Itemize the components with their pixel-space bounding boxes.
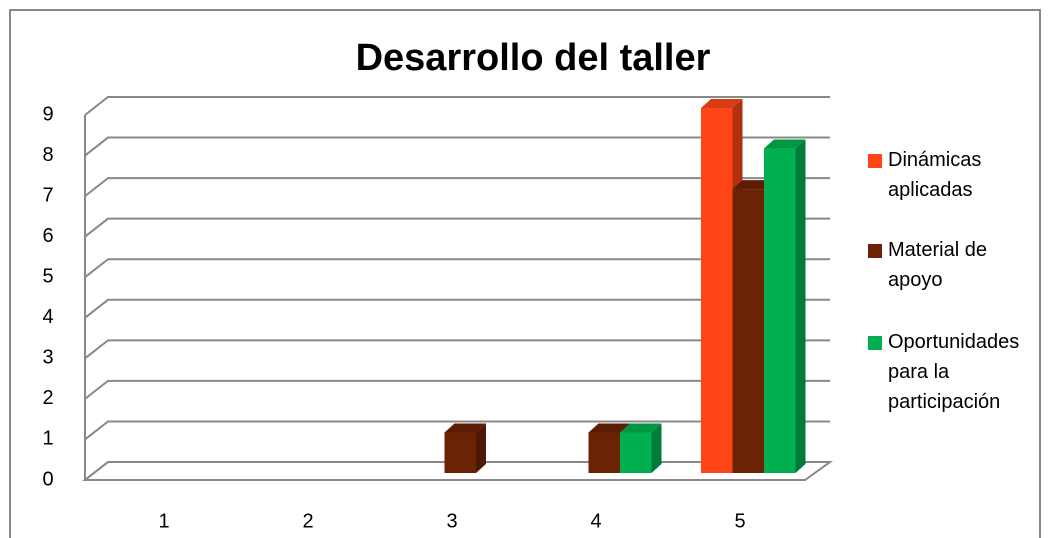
grid-line: [84, 420, 830, 441]
y-tick-label: 6: [42, 225, 53, 247]
grid-line: [84, 339, 830, 360]
bar-top: [588, 423, 630, 433]
y-tick-label: 3: [42, 347, 53, 369]
legend-swatch: [868, 336, 882, 350]
grid-line: [84, 258, 830, 279]
bar-face: [444, 432, 476, 473]
grid-line: [84, 136, 830, 157]
y-tick-label: 0: [42, 468, 53, 490]
grid-line: [84, 298, 830, 319]
grid-line: [84, 217, 830, 238]
y-tick-label: 2: [42, 387, 53, 409]
bar-top: [764, 139, 806, 149]
bar-face: [620, 432, 652, 473]
bar-side: [651, 423, 662, 473]
legend-swatch: [868, 244, 882, 258]
grid-line: [84, 96, 830, 116]
y-tick-label: 8: [42, 144, 53, 166]
bar: [620, 423, 662, 473]
x-tick-label: 1: [158, 510, 169, 532]
chart-title: Desarrollo del taller: [356, 37, 711, 79]
chart-border: [9, 9, 1041, 538]
bar-side: [795, 139, 806, 474]
x-tick-label: 5: [734, 510, 745, 532]
x-tick-label: 2: [302, 510, 313, 532]
legend-label: Oportunidades para la participación: [888, 331, 1020, 413]
y-tick-label: 7: [42, 184, 53, 206]
y-tick-label: 1: [42, 428, 53, 450]
legend-label: Dinámicas aplicadas: [888, 149, 982, 201]
y-tick-label: 9: [42, 103, 53, 125]
bar-face: [588, 432, 620, 473]
legend-label: Material de apoyo: [888, 239, 987, 291]
bar: [764, 139, 806, 474]
bar-face: [732, 189, 764, 473]
x-tick-label: 3: [446, 510, 457, 532]
bar-top: [444, 423, 486, 433]
legend-item: Dinámicas aplicadas: [868, 145, 1033, 205]
bar-face: [764, 148, 796, 474]
legend-swatch: [868, 154, 882, 168]
y-tick-label: 4: [42, 306, 53, 328]
legend-item: Oportunidades para la participación: [868, 327, 1033, 417]
bar-side: [476, 423, 486, 473]
grid-line: [84, 379, 830, 400]
bar-top: [732, 180, 774, 190]
bar-top: [701, 99, 743, 108]
y-tick-label: 5: [42, 266, 53, 288]
bar: [444, 423, 486, 473]
bar-face: [701, 108, 733, 473]
grid-line: [84, 177, 830, 197]
x-tick-label: 4: [590, 510, 601, 532]
bar-top: [620, 423, 662, 433]
legend-item: Material de apoyo: [868, 235, 1033, 295]
